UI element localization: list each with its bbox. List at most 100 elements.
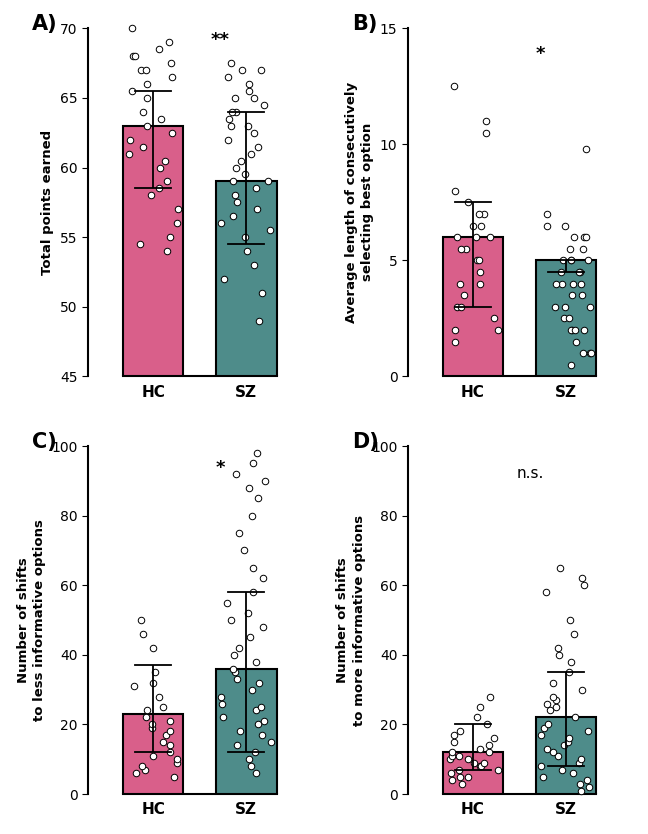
Point	[251, 182, 262, 195]
Point	[253, 718, 263, 731]
Point	[553, 641, 563, 655]
Point	[469, 756, 479, 769]
Point	[564, 613, 575, 626]
Point	[474, 742, 485, 756]
Point	[130, 49, 140, 63]
Point	[168, 770, 179, 783]
Point	[154, 690, 165, 703]
Y-axis label: Average length of consecutively
selecting best option: Average length of consecutively selectin…	[345, 82, 375, 323]
Point	[485, 230, 495, 244]
Bar	[216, 182, 277, 376]
Point	[227, 662, 238, 676]
Point	[493, 324, 503, 337]
Point	[146, 188, 156, 202]
Point	[237, 63, 248, 77]
Point	[584, 781, 594, 794]
Point	[581, 230, 591, 244]
Point	[165, 725, 176, 738]
Point	[248, 585, 258, 599]
Point	[577, 346, 588, 359]
Point	[566, 655, 577, 668]
Point	[242, 244, 252, 258]
Point	[138, 627, 148, 641]
Point	[553, 648, 564, 661]
Point	[260, 475, 270, 488]
Point	[167, 126, 177, 139]
Point	[577, 289, 588, 302]
Point	[161, 728, 171, 741]
Point	[566, 324, 577, 337]
Point	[476, 219, 486, 232]
Point	[254, 314, 264, 327]
Point	[154, 182, 164, 195]
Point	[553, 749, 563, 762]
Point	[570, 711, 581, 724]
Point	[475, 265, 485, 279]
Point	[216, 697, 227, 711]
Point	[566, 358, 576, 371]
Point	[222, 596, 232, 610]
Point	[474, 701, 485, 714]
Point	[233, 526, 244, 540]
Text: B): B)	[352, 14, 377, 34]
Point	[489, 312, 499, 325]
Point	[259, 98, 270, 112]
Point	[148, 749, 158, 762]
Point	[559, 219, 570, 232]
Point	[156, 161, 166, 174]
Point	[228, 175, 238, 188]
Point	[551, 693, 561, 706]
Point	[127, 22, 137, 35]
Point	[137, 140, 148, 153]
Point	[579, 324, 589, 337]
Point	[574, 265, 584, 279]
Point	[248, 561, 258, 575]
Point	[557, 277, 567, 290]
Point	[545, 704, 555, 717]
Point	[135, 238, 145, 251]
Point	[564, 242, 575, 255]
Point	[583, 725, 593, 738]
Point	[542, 742, 552, 756]
Point	[131, 766, 141, 780]
Point	[157, 735, 168, 748]
Point	[474, 208, 484, 221]
Point	[239, 544, 249, 557]
Point	[577, 683, 587, 696]
Point	[447, 746, 457, 759]
Text: A): A)	[32, 14, 58, 34]
Point	[564, 731, 574, 745]
Point	[164, 36, 174, 49]
Point	[449, 735, 459, 748]
Point	[480, 756, 490, 769]
Point	[249, 126, 259, 139]
Point	[231, 467, 241, 480]
Point	[141, 119, 152, 133]
Point	[251, 704, 261, 717]
Point	[579, 579, 590, 592]
Point	[542, 208, 552, 221]
Point	[240, 230, 251, 244]
Point	[129, 680, 139, 693]
Bar	[536, 260, 596, 376]
Bar	[216, 669, 277, 794]
Point	[548, 676, 559, 690]
Point	[538, 770, 549, 783]
Point	[165, 714, 176, 727]
Point	[489, 731, 499, 745]
Point	[585, 346, 596, 359]
Point	[574, 265, 584, 279]
Point	[583, 254, 593, 267]
Point	[226, 613, 237, 626]
Point	[456, 300, 467, 314]
Point	[253, 491, 263, 505]
Point	[559, 739, 569, 752]
Point	[236, 154, 246, 168]
Point	[579, 230, 590, 244]
Point	[244, 78, 254, 91]
Bar	[443, 752, 503, 794]
Point	[247, 683, 257, 696]
Point	[481, 718, 492, 731]
Point	[230, 105, 240, 118]
Point	[224, 112, 235, 125]
